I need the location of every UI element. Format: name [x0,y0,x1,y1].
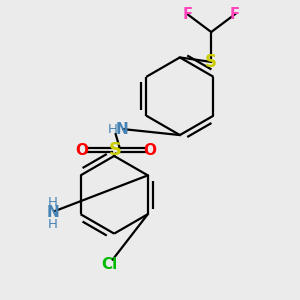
Text: Cl: Cl [102,257,118,272]
Text: N: N [46,205,59,220]
Text: F: F [182,7,192,22]
Text: H: H [48,196,58,209]
Text: S: S [109,141,122,159]
Text: O: O [143,142,157,158]
Text: H: H [48,218,58,231]
Text: O: O [75,142,88,158]
Text: H: H [108,123,118,136]
Text: F: F [230,7,240,22]
Text: S: S [205,53,217,71]
Text: N: N [115,122,128,136]
